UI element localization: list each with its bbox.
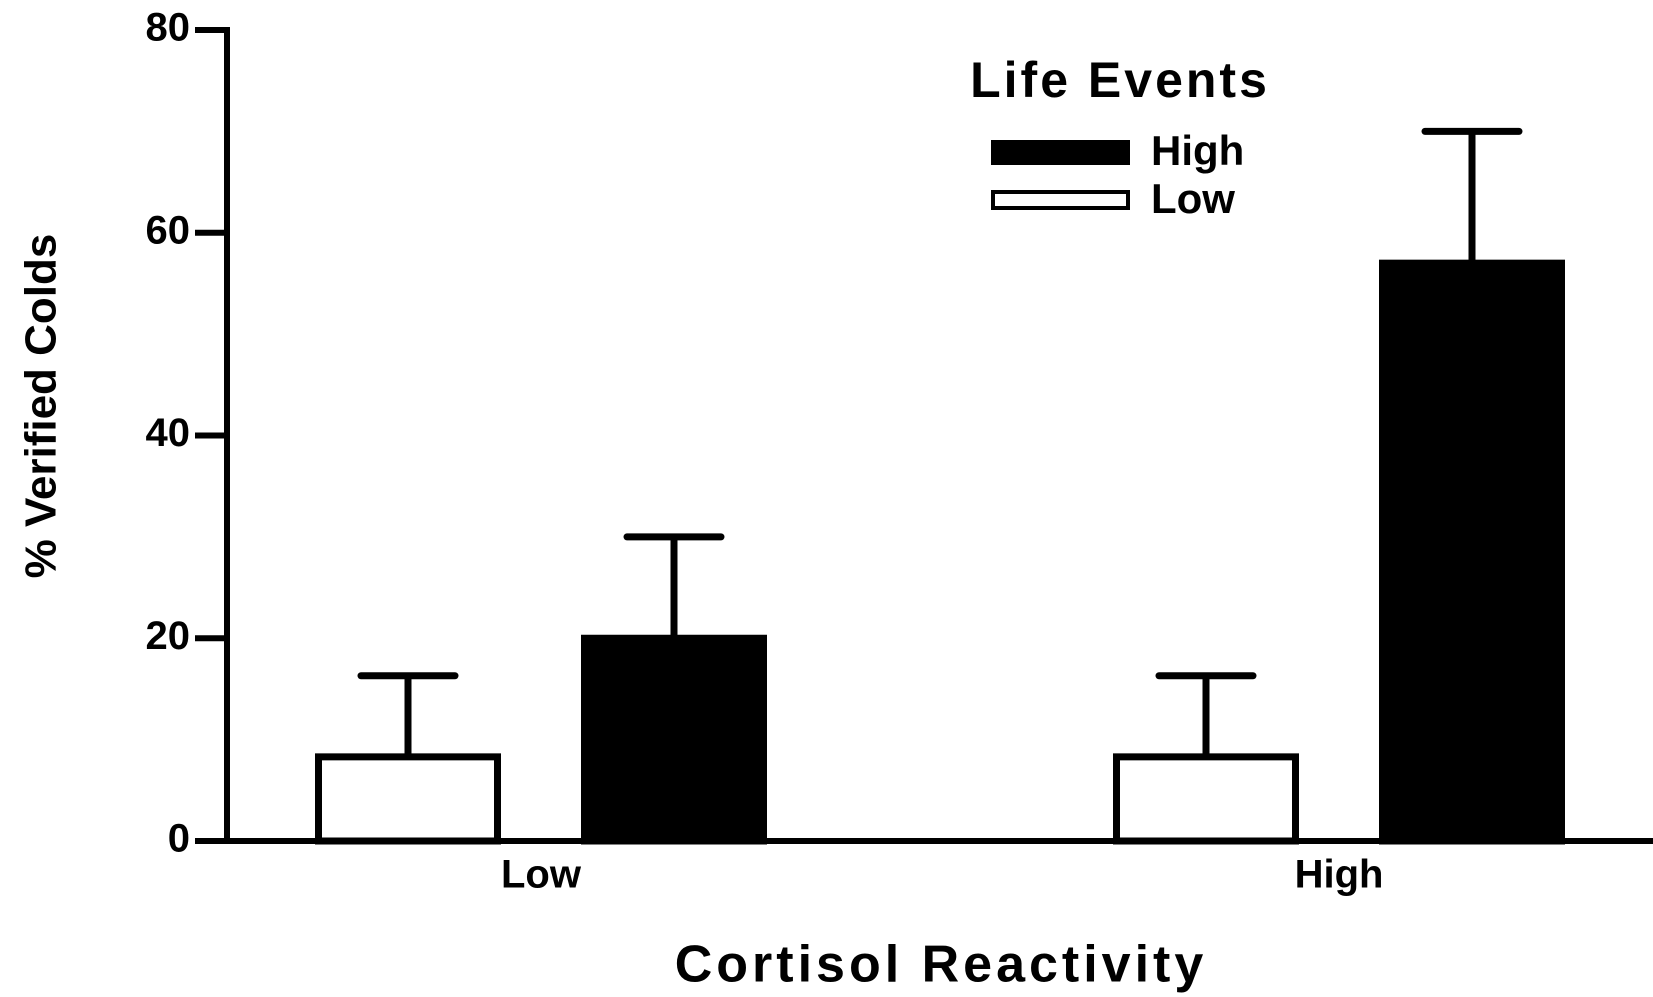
bar: [315, 753, 501, 845]
y-tick-label: 40: [146, 411, 191, 455]
bar: [581, 634, 767, 845]
bar: [1113, 753, 1299, 845]
y-tick-label: 0: [168, 817, 190, 861]
x-axis-title: Cortisol Reactivity: [675, 936, 1208, 994]
legend-title: Life Events: [970, 52, 1270, 108]
legend-swatch: [991, 140, 1130, 165]
x-tick-label: Low: [501, 853, 582, 897]
legend-swatch: [991, 190, 1130, 210]
y-tick-label: 80: [146, 6, 191, 50]
legend-label: High: [1151, 127, 1244, 174]
bar: [1379, 259, 1565, 845]
y-tick-label: 20: [146, 614, 191, 658]
x-tick-label: High: [1295, 853, 1384, 897]
y-axis-title: % Verified Colds: [17, 234, 66, 579]
legend-label: Low: [1151, 175, 1235, 222]
y-tick-label: 60: [146, 208, 191, 252]
